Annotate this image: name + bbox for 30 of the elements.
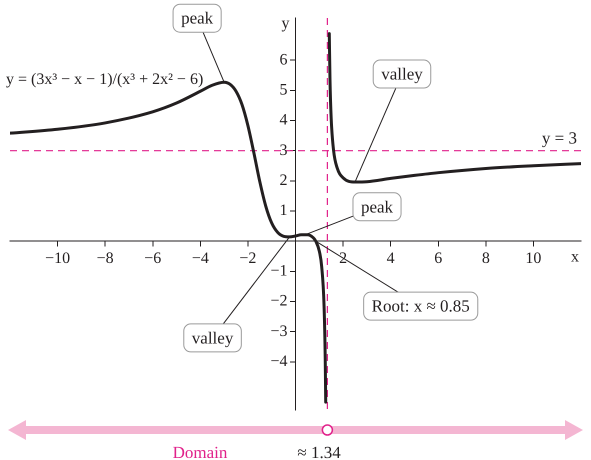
y-axis-title: y xyxy=(282,15,290,32)
ref-line-label: ≈ 1.34 xyxy=(297,443,342,460)
y-tick-label: 3 xyxy=(280,142,288,159)
y-tick-label: 5 xyxy=(280,82,288,99)
annotation: y = (3x³ − x − 1)/(x³ + 2x² − 6) xyxy=(6,71,204,88)
x-tick-label: 10 xyxy=(525,250,542,267)
y-tick-label: −1 xyxy=(270,262,288,280)
annotation: valley xyxy=(381,64,424,84)
x-tick-label: 6 xyxy=(434,250,442,267)
x-tick-label: −2 xyxy=(239,250,256,267)
annotation: valley xyxy=(192,328,234,348)
y-tick-label: 1 xyxy=(280,202,288,220)
x-tick-label: −8 xyxy=(96,250,114,267)
annotation: peak xyxy=(181,8,214,28)
x-tick-label: 4 xyxy=(386,250,395,267)
y-tick-label: 4 xyxy=(280,112,288,129)
x-tick-label: 8 xyxy=(482,250,490,267)
ref-line-label: y = 3 xyxy=(542,128,577,148)
x-tick-label: −6 xyxy=(144,250,162,267)
y-tick-label: −3 xyxy=(270,322,288,340)
y-tick-label: 6 xyxy=(280,51,288,68)
annotation: peak xyxy=(360,197,394,216)
y-tick-label: −2 xyxy=(270,292,288,310)
annotation: Root: x ≈ 0.85 xyxy=(372,296,470,316)
x-tick-label: −10 xyxy=(45,250,70,267)
x-axis-title: x xyxy=(571,248,579,266)
x-tick-label: −4 xyxy=(192,250,209,267)
y-tick-label: −4 xyxy=(270,352,288,370)
text: Domain xyxy=(172,443,228,460)
y-tick-label: 2 xyxy=(280,172,288,190)
